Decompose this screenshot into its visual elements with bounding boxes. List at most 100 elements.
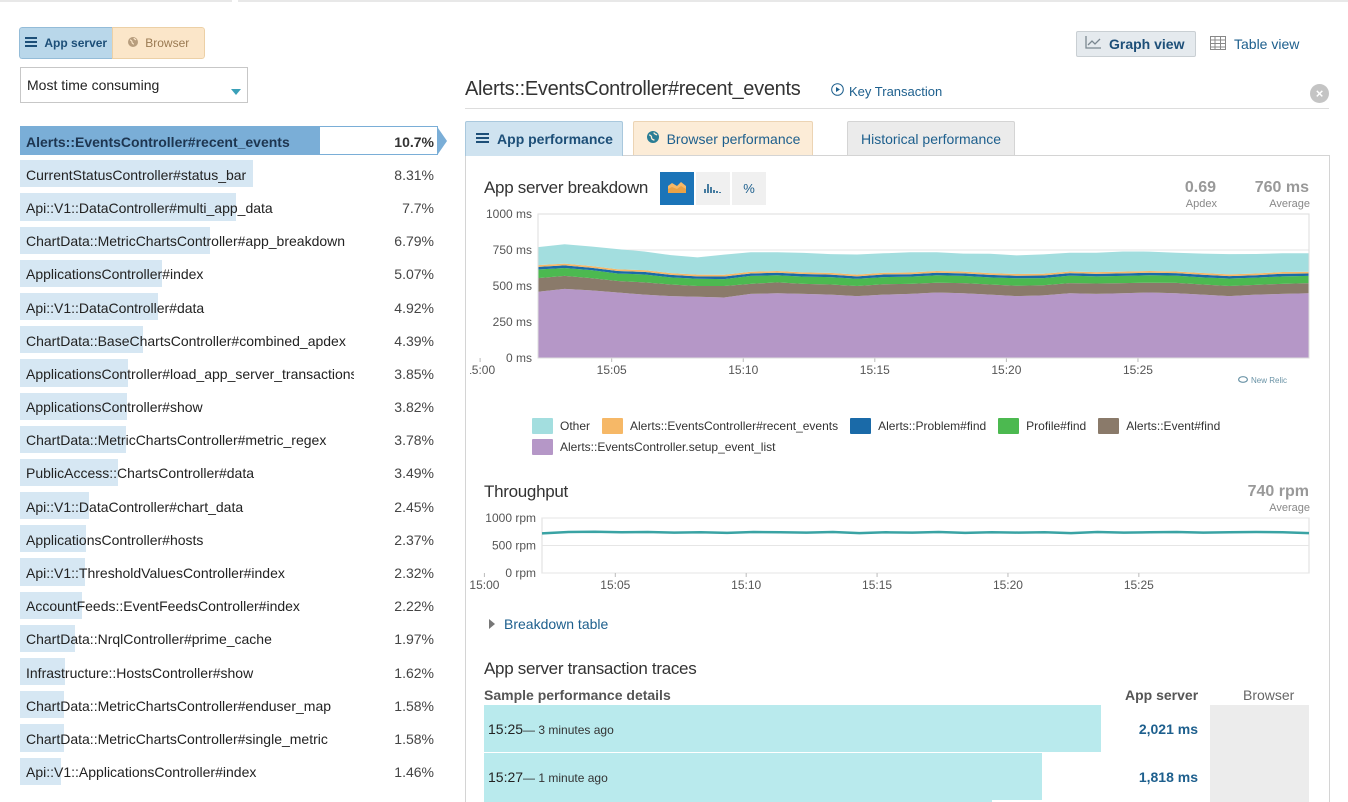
y-tick-label: 500 rpm [492, 539, 536, 553]
legend-item[interactable]: Alerts::Event#find [1098, 418, 1220, 434]
transaction-name: ApplicationsController#index [26, 266, 204, 283]
transaction-name: ChartData::NrqlController#prime_cache [26, 631, 272, 648]
transaction-row[interactable]: ApplicationsController#hosts 2.37% [20, 523, 448, 556]
x-tick-label: 15:15 [862, 578, 892, 592]
transaction-percent: 1.58% [394, 697, 434, 714]
tab-app-performance[interactable]: App performance [465, 121, 623, 156]
tab-browser-performance[interactable]: Browser performance [633, 121, 813, 155]
y-tick-label: 1000 rpm [485, 511, 536, 525]
transaction-row[interactable]: ChartData::NrqlController#prime_cache 1.9… [20, 623, 448, 656]
histogram-toggle[interactable] [696, 172, 730, 205]
x-tick-label: 15:05 [597, 363, 627, 377]
transaction-name: ApplicationsController#hosts [26, 531, 204, 548]
transaction-share-bar [20, 724, 65, 752]
throughput-average-value: 740 rpm [1247, 483, 1309, 500]
transaction-percent: 4.39% [394, 332, 434, 349]
x-tick-label: 15:00 [470, 578, 500, 592]
top-rule [0, 0, 1348, 2]
transaction-row[interactable]: ApplicationsController#load_app_server_t… [20, 357, 448, 390]
selection-arrow-icon [438, 128, 447, 154]
trace-ago: — 1 minute ago [523, 770, 608, 785]
transaction-row[interactable]: ChartData::BaseChartsController#combined… [20, 324, 448, 357]
transaction-name: Api::V1::ApplicationsController#index [26, 764, 257, 781]
percent-toggle[interactable]: % [732, 172, 766, 205]
browser-label: Browser [145, 36, 190, 50]
legend-item[interactable]: Alerts::Problem#find [850, 418, 986, 434]
play-circle-icon [831, 83, 844, 99]
legend-swatch [998, 418, 1020, 434]
transaction-row[interactable]: Alerts::EventsController#recent_events 10… [20, 125, 448, 158]
table-view-button[interactable]: Table view [1210, 31, 1299, 57]
key-transaction-label: Key Transaction [849, 83, 943, 99]
y-tick-label: 250 ms [493, 315, 532, 329]
transaction-row[interactable]: ApplicationsController#index 5.07% [20, 258, 448, 291]
area-chart-toggle[interactable] [660, 172, 694, 205]
transaction-row[interactable]: Infrastructure::HostsController#show 1.62… [20, 656, 448, 689]
stack-icon [475, 131, 490, 147]
transaction-name: Api::V1::ThresholdValuesController#index [26, 565, 285, 582]
transaction-row[interactable]: ChartData::MetricChartsController#metric… [20, 424, 448, 457]
transaction-name: ApplicationsController#show [26, 399, 203, 416]
transaction-percent: 1.58% [394, 730, 434, 747]
y-tick-label: 0 ms [506, 351, 532, 365]
transaction-row[interactable]: Api::V1::DataController#multi_app_data 7.… [20, 191, 448, 224]
transaction-percent: 2.37% [394, 531, 434, 548]
y-tick-label: 1000 ms [486, 207, 532, 221]
trace-row[interactable]: 15:27— 1 minute ago 1,818 ms [484, 753, 1210, 800]
source-toggle: App server Browser [19, 27, 205, 59]
apdex-label: Apdex [1185, 198, 1217, 210]
legend-item[interactable]: Alerts::EventsController#recent_events [602, 418, 838, 434]
y-tick-label: 500 ms [493, 279, 532, 293]
key-transaction-link[interactable]: Key Transaction [831, 83, 942, 99]
area-chart-icon [668, 181, 686, 196]
transaction-row[interactable]: AccountFeeds::EventFeedsController#index… [20, 590, 448, 623]
transaction-share-bar [20, 226, 211, 254]
transaction-row[interactable]: CurrentStatusController#status_bar 8.31% [20, 158, 448, 191]
transaction-row[interactable]: ApplicationsController#show 3.82% [20, 391, 448, 424]
transaction-share-bar [20, 624, 76, 652]
transaction-share-bar [20, 691, 65, 719]
transaction-row[interactable]: Api::V1::ThresholdValuesController#index… [20, 556, 448, 589]
apdex-value: 0.69 [1184, 179, 1216, 196]
histogram-icon [704, 181, 722, 196]
transaction-share-bar [20, 392, 128, 420]
tab-app-label: App performance [497, 131, 613, 147]
legend-label: Profile#find [1026, 419, 1087, 433]
transaction-share-bar [20, 160, 253, 188]
sort-select[interactable]: Most time consuming [20, 67, 248, 103]
breakdown-area-chart: 0 ms 250 ms 500 ms 750 ms 1000 ms 15:00 15:05 1… [470, 207, 1310, 377]
transaction-name: Api::V1::DataController#chart_data [26, 498, 244, 515]
transaction-row[interactable]: ChartData::MetricChartsController#enduse… [20, 689, 448, 722]
tab-historical-performance[interactable]: Historical performance [847, 121, 1015, 155]
transaction-percent: 1.97% [394, 631, 434, 648]
percent-label: % [743, 181, 755, 196]
legend-label: Alerts::Problem#find [878, 419, 987, 433]
legend-item[interactable]: Alerts::EventsController.setup_event_lis… [532, 439, 775, 455]
title-divider [465, 108, 1329, 109]
transaction-name: AccountFeeds::EventFeedsController#index [26, 598, 300, 615]
app-server-toggle[interactable]: App server [19, 27, 112, 59]
breakdown-table-link[interactable]: Breakdown table [489, 616, 608, 632]
transaction-row[interactable]: Api::V1::ApplicationsController#index 1.4… [20, 756, 448, 789]
graph-view-button[interactable]: Graph view [1076, 31, 1196, 57]
browser-toggle[interactable]: Browser [111, 27, 205, 59]
throughput-title: Throughput [484, 482, 568, 501]
trace-time-value: 15:25 [488, 720, 524, 737]
chevron-down-icon [231, 82, 241, 98]
transaction-row[interactable]: PublicAccess::ChartsController#data 3.49% [20, 457, 448, 490]
transaction-row[interactable]: Api::V1::DataController#data 4.92% [20, 291, 448, 324]
transaction-row[interactable]: Api::V1::DataController#chart_data 2.45% [20, 490, 448, 523]
transaction-row[interactable]: ChartData::MetricChartsController#app_br… [20, 225, 448, 258]
area-series [538, 268, 1309, 286]
trace-row[interactable]: 15:25— 3 minutes ago 2,021 ms [484, 705, 1210, 752]
trace-duration[interactable]: 2,021 ms [1138, 720, 1198, 737]
selection-frame [20, 126, 438, 156]
transaction-name: ChartData::MetricChartsController#enduse… [26, 697, 332, 714]
close-button[interactable]: × [1310, 84, 1329, 103]
legend-label: Alerts::EventsController#recent_events [630, 419, 839, 433]
legend-item[interactable]: Other [532, 418, 590, 434]
transaction-percent: 3.78% [394, 432, 434, 449]
legend-item[interactable]: Profile#find [998, 418, 1086, 434]
transaction-row[interactable]: ChartData::MetricChartsController#single… [20, 722, 448, 755]
trace-duration[interactable]: 1,818 ms [1138, 768, 1198, 785]
